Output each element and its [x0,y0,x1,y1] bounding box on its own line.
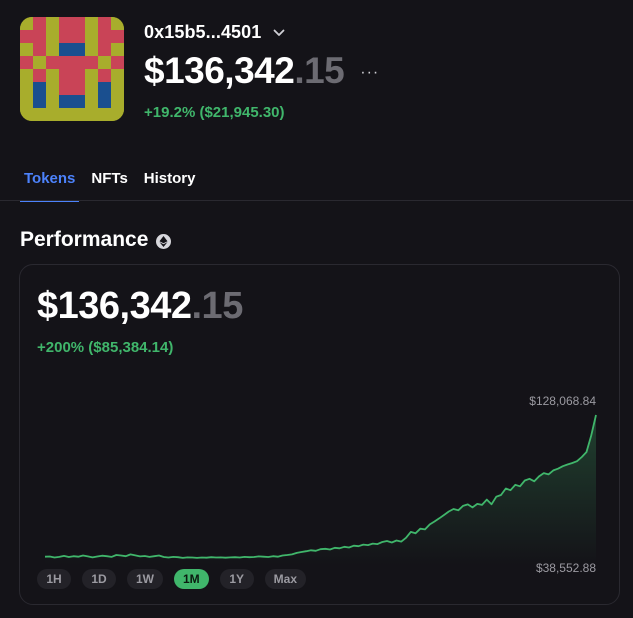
performance-heading: Performance [20,228,172,252]
performance-card: $136,342 .15 +200% ($85,384.14) $128,068… [19,264,620,605]
tab-tokens[interactable]: Tokens [20,170,80,202]
performance-balance: $136,342 .15 [37,285,243,328]
performance-change: +200% ($85,384.14) [37,339,174,356]
performance-title: Performance [20,228,149,251]
range-1y[interactable]: 1Y [219,569,254,589]
range-1d[interactable]: 1D [82,569,116,589]
performance-balance-decimal: .15 [191,285,244,327]
chart-area-fill [45,415,596,565]
range-1w[interactable]: 1W [127,569,163,589]
chart-max-label: $128,068.84 [529,394,596,408]
time-range-selector: 1H 1D 1W 1M 1Y Max [37,569,307,589]
wallet-change: +19.2% ($21,945.30) [144,104,285,121]
tab-nfts[interactable]: NFTs [91,170,128,187]
chart-line [44,414,597,559]
wallet-address-row[interactable]: 0x15b5...4501 [144,22,285,43]
more-options-icon[interactable]: ··· [360,64,380,81]
performance-balance-main: $136,342 [37,285,192,327]
wallet-balance: $136,342 .15 ··· [144,50,379,92]
chart-min-label: $38,552.88 [536,561,596,575]
tab-bar: Tokens NFTs History [20,170,207,202]
balance-decimal: .15 [294,50,345,91]
tab-divider [0,200,633,201]
ethereum-icon[interactable] [156,233,172,249]
chevron-down-icon[interactable] [273,26,285,40]
range-max[interactable]: Max [264,569,307,589]
wallet-address: 0x15b5...4501 [144,22,262,42]
range-1h[interactable]: 1H [37,569,71,589]
range-1m[interactable]: 1M [174,569,209,589]
performance-chart[interactable]: $128,068.84 $38,552.88 [20,265,621,606]
wallet-avatar [20,17,124,121]
balance-main: $136,342 [144,50,295,91]
tab-history[interactable]: History [143,170,196,187]
